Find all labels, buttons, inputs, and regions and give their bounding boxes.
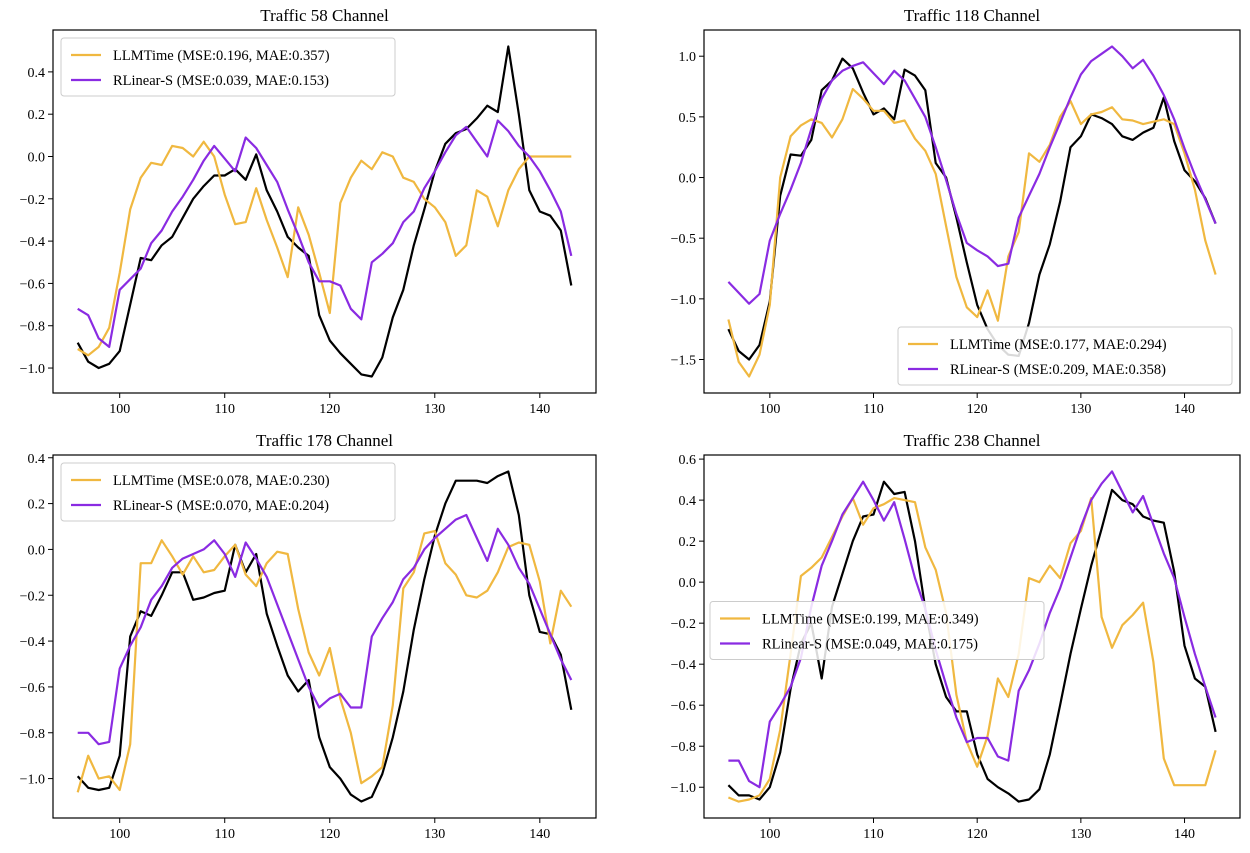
- y-tick-label: −1.0: [20, 773, 45, 788]
- y-tick-label: 0.2: [28, 498, 46, 513]
- y-tick-label: −0.2: [671, 617, 696, 632]
- axes-frame: [703, 29, 1241, 394]
- y-tick-label: 1.0: [679, 50, 697, 65]
- legend-label: RLinear-S (MSE:0.049, MAE:0.175): [762, 637, 978, 653]
- legend-label: LLMTime (MSE:0.196, MAE:0.357): [113, 48, 330, 64]
- legend-box: [897, 326, 1233, 386]
- series-line-llmtime: [77, 140, 572, 357]
- x-tick-label: 110: [863, 402, 883, 417]
- y-tick-label: −1.0: [671, 293, 696, 308]
- subplot-title: Traffic 118 Channel: [904, 6, 1041, 25]
- series-line-truth: [76, 470, 573, 803]
- legend-label: LLMTime (MSE:0.177, MAE:0.294): [950, 337, 1167, 353]
- subplot-title: Traffic 178 Channel: [256, 431, 393, 450]
- x-tick-label: 100: [109, 402, 130, 417]
- axes-frame: [52, 29, 597, 394]
- subplot-3: Traffic 178 Channel 100 110 120 130 140 −1.0 −0…: [20, 431, 597, 842]
- y-tick-label: −0.4: [20, 635, 45, 650]
- series-line-rlinear: [727, 45, 1217, 305]
- x-tick-label: 100: [109, 827, 130, 842]
- legend: LLMTime (MSE:0.177, MAE:0.294) RLinear-S …: [897, 326, 1233, 386]
- x-tick-label: 130: [1070, 402, 1091, 417]
- y-tick-label: 0.6: [679, 453, 697, 468]
- legend-label: LLMTime (MSE:0.199, MAE:0.349): [762, 612, 979, 628]
- x-tick-label: 120: [967, 827, 988, 842]
- subplot-4: Traffic 238 Channel 100 110 120 130 140 −1.0 −0…: [671, 431, 1241, 842]
- y-tick-label: −0.2: [20, 589, 45, 604]
- series-line-truth: [76, 45, 573, 378]
- y-tick-label: 0.4: [28, 66, 46, 81]
- series-line-llmtime: [76, 529, 573, 793]
- x-tick-label: 140: [529, 402, 550, 417]
- subplot-title: Traffic 58 Channel: [260, 6, 389, 25]
- x-tick-label: 130: [424, 402, 445, 417]
- legend-box: [60, 37, 396, 97]
- subplot-1: Traffic 58 Channel 100 110 120 130 140 −1.0 −0.…: [20, 6, 597, 417]
- y-tick-label: 0.0: [28, 543, 46, 558]
- series-line-llmtime: [727, 87, 1217, 378]
- axes-frame: [703, 454, 1241, 819]
- y-tick-label: −0.5: [671, 232, 696, 247]
- x-tick-label: 100: [759, 827, 780, 842]
- y-tick-label: 0.4: [679, 494, 697, 509]
- subplot-2: Traffic 118 Channel 100 110 120 130 140 −1.5 −1…: [671, 6, 1241, 417]
- y-tick-label: −0.8: [671, 740, 696, 755]
- y-tick-label: 0.5: [679, 111, 697, 126]
- y-tick-label: −1.0: [671, 781, 696, 796]
- series-line-truth: [727, 57, 1217, 361]
- x-tick-label: 130: [424, 827, 445, 842]
- y-tick-label: 0.2: [28, 108, 46, 123]
- legend-box: [709, 601, 1045, 660]
- legend-label: RLinear-S (MSE:0.209, MAE:0.358): [950, 362, 1166, 378]
- x-tick-label: 140: [1174, 827, 1195, 842]
- x-tick-label: 110: [214, 827, 234, 842]
- x-tick-label: 130: [1070, 827, 1091, 842]
- y-tick-label: −1.0: [20, 362, 45, 377]
- legend-box: [60, 462, 396, 522]
- series-line-llmtime: [727, 497, 1217, 803]
- legend-label: RLinear-S (MSE:0.070, MAE:0.204): [113, 498, 329, 514]
- legend: LLMTime (MSE:0.078, MAE:0.230) RLinear-S …: [60, 462, 396, 522]
- x-tick-label: 110: [214, 402, 234, 417]
- x-tick-label: 140: [1174, 402, 1195, 417]
- legend: LLMTime (MSE:0.196, MAE:0.357) RLinear-S …: [60, 37, 396, 97]
- y-tick-label: 0.0: [679, 172, 697, 187]
- legend: LLMTime (MSE:0.199, MAE:0.349) RLinear-S …: [709, 601, 1045, 660]
- y-tick-label: −0.8: [20, 320, 45, 335]
- x-tick-label: 120: [967, 402, 988, 417]
- y-tick-label: −0.4: [671, 658, 696, 673]
- y-tick-label: −0.6: [20, 681, 45, 696]
- y-tick-label: 0.2: [679, 535, 697, 550]
- series-line-rlinear: [77, 513, 573, 746]
- x-tick-label: 120: [319, 827, 340, 842]
- y-tick-label: −0.4: [20, 235, 45, 250]
- y-tick-label: −0.6: [671, 699, 696, 714]
- x-tick-label: 100: [759, 402, 780, 417]
- x-tick-label: 120: [319, 402, 340, 417]
- subplot-title: Traffic 238 Channel: [904, 431, 1041, 450]
- y-tick-label: −0.6: [20, 277, 45, 292]
- x-tick-label: 140: [529, 827, 550, 842]
- y-tick-label: 0.0: [28, 151, 46, 166]
- y-tick-label: 0.4: [28, 452, 46, 467]
- x-tick-label: 110: [863, 827, 883, 842]
- series-line-rlinear: [77, 119, 573, 348]
- y-tick-label: −0.8: [20, 727, 45, 742]
- legend-label: LLMTime (MSE:0.078, MAE:0.230): [113, 473, 330, 489]
- axes-frame: [52, 454, 597, 819]
- y-tick-label: 0.0: [679, 576, 697, 591]
- legend-label: RLinear-S (MSE:0.039, MAE:0.153): [113, 73, 329, 89]
- y-tick-label: −1.5: [671, 354, 696, 369]
- y-tick-label: −0.2: [20, 193, 45, 208]
